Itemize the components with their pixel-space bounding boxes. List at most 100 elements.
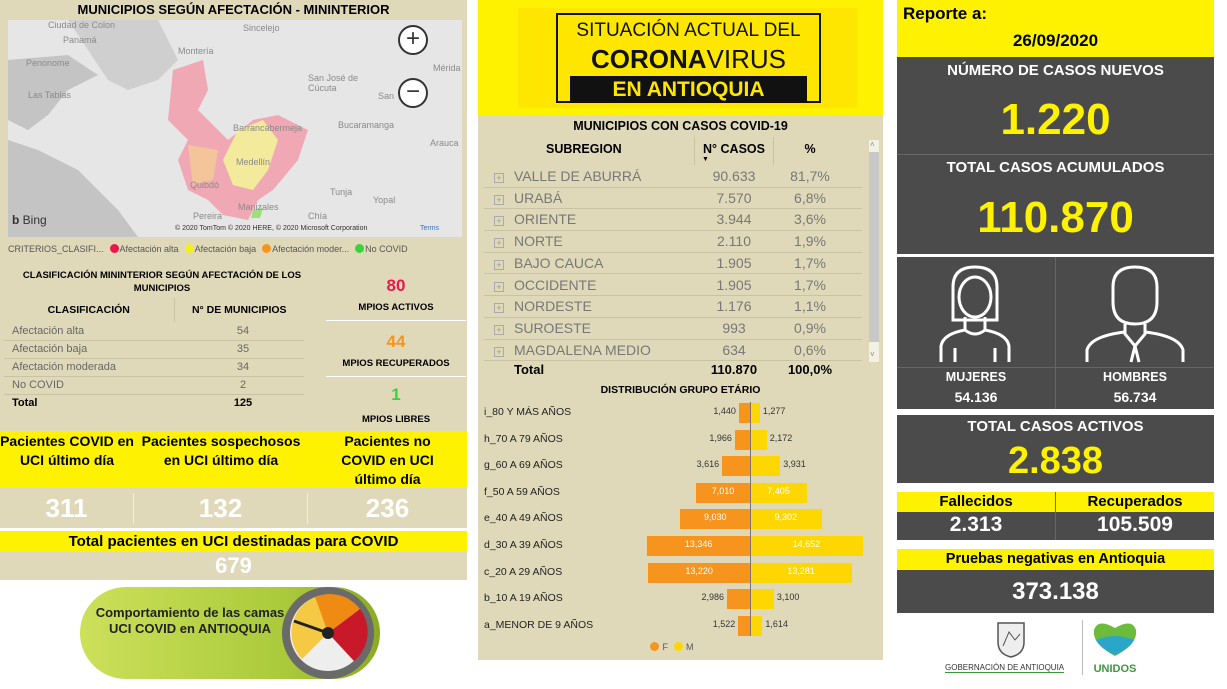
value-label-m: 7,405 — [767, 485, 790, 496]
pruebas-value: 373.138 — [897, 570, 1214, 613]
subregion-pct: 1,9% — [794, 233, 826, 250]
bar-m[interactable] — [750, 536, 863, 556]
bar-m[interactable] — [750, 429, 767, 450]
value-label-m: 3,931 — [783, 459, 806, 470]
legend-m: M — [686, 642, 694, 652]
mpios-libres-label: MPIOS LIBRES — [361, 414, 431, 425]
subregion-pct: 1,1% — [794, 298, 826, 315]
category-label: d_30 A 39 AÑOS — [484, 539, 563, 551]
map-label: Las Tablas — [28, 90, 71, 100]
zoom-out-button[interactable]: − — [398, 78, 428, 108]
table-row[interactable]: + URABÁ 7.570 6,8% — [484, 188, 862, 210]
expand-icon[interactable]: + — [494, 303, 504, 314]
acumulados-value: 110.870 — [977, 193, 1134, 242]
activos-label: TOTAL CASOS ACTIVOS — [967, 418, 1144, 435]
table-row[interactable]: + NORDESTE 1.176 1,1% — [484, 296, 862, 318]
table-row[interactable]: + ORIENTE 3.944 3,6% — [484, 209, 862, 232]
bar-f[interactable] — [722, 456, 750, 477]
report-date: 26/09/2020 — [1012, 31, 1099, 50]
table-row[interactable]: + VALLE DE ABURRÁ 90.633 81,7% — [484, 166, 862, 188]
expand-icon[interactable]: + — [494, 216, 504, 227]
table-row[interactable]: + OCCIDENTE 1.905 1,7% — [484, 275, 862, 297]
bar-m[interactable] — [750, 509, 822, 530]
map-label: Tunja — [330, 187, 353, 197]
map-label: Bucaramanga — [338, 120, 395, 130]
scroll-up-icon: ˄ — [870, 140, 875, 149]
subregion-pct: 81,7% — [790, 168, 830, 184]
map-label: Ciudad de Colon — [48, 20, 116, 30]
recuperados-label: Recuperados — [1087, 493, 1183, 510]
category-label: h_70 A 79 AÑOS — [484, 432, 563, 445]
table-row[interactable]: + MAGDALENA MEDIO 634 0,6% — [484, 340, 862, 362]
value-label-m: 1,277 — [762, 406, 786, 416]
col-header-subregion[interactable]: SUBREGION — [546, 142, 622, 156]
expand-icon[interactable]: + — [494, 324, 504, 335]
table-scrollbar[interactable]: ˄ ˅ — [869, 140, 879, 362]
legend-m-icon — [673, 642, 683, 651]
value-label-f: 1,522 — [712, 618, 736, 629]
table-row[interactable]: + BAJO CAUCA 1.905 1,7% — [484, 253, 862, 275]
legend-item[interactable]: Afectación alta — [109, 244, 179, 254]
legend-item[interactable]: Afectación moder... — [262, 244, 349, 254]
bar-m[interactable] — [750, 482, 808, 503]
bing-icon: b — [12, 213, 23, 227]
bar-f[interactable] — [648, 562, 750, 583]
bar-m[interactable] — [750, 589, 774, 610]
cases-box — [897, 57, 1214, 254]
zoom-in-button[interactable]: + — [398, 25, 428, 55]
category-label: g_60 A 69 AÑOS — [484, 459, 563, 472]
legend-item[interactable]: No COVID — [355, 244, 408, 254]
terms-link[interactable]: Terms — [420, 225, 440, 232]
subregion-name: URABÁ — [514, 189, 563, 206]
uci-total-value: 679 — [215, 553, 252, 578]
subregion-pct: 1,7% — [794, 254, 826, 271]
map-label: Pereira — [193, 211, 223, 221]
expand-icon[interactable]: + — [494, 173, 504, 183]
map-shapes — [8, 20, 308, 237]
activos-box — [897, 415, 1214, 483]
bar-f[interactable] — [680, 509, 750, 530]
mpios-recuperados-label: MPIOS RECUPERADOS — [342, 358, 450, 369]
col-header-pct[interactable]: % — [804, 142, 816, 156]
value-label-f: 7,010 — [711, 485, 735, 496]
map-copyright: © 2020 TomTom © 2020 HERE, © 2020 Micros… — [175, 225, 368, 232]
col-header-casos[interactable]: N° CASOS — [694, 137, 774, 165]
table-row[interactable]: + NORTE 2.110 1,9% — [484, 231, 862, 253]
subregion-cases: 2.110 — [717, 233, 751, 250]
map[interactable]: Ciudad de Colon Panamá Penonome Las Tabl… — [8, 20, 462, 237]
uci-no-covid-value: 236 — [365, 493, 410, 523]
expand-icon[interactable]: + — [494, 238, 504, 249]
subregions-header: SUBREGION N° CASOS ▼ % — [484, 137, 862, 165]
bar-m[interactable] — [750, 403, 760, 423]
bar-f[interactable] — [647, 536, 750, 556]
bar-f[interactable] — [738, 615, 750, 636]
expand-icon[interactable]: + — [494, 346, 504, 357]
value-label-m: 1,614 — [765, 618, 788, 629]
uci-camas-banner-button[interactable]: Comportamiento de las camas UCI COVID en… — [80, 587, 380, 679]
map-label: San José de Cúcuta — [308, 73, 359, 93]
bar-m[interactable] — [750, 615, 763, 636]
report-label: Reporte a: — [903, 4, 988, 23]
table-row: Afectación alta 54 — [4, 322, 304, 341]
bar-f[interactable] — [696, 482, 750, 503]
table-row: Afectación moderada 34 — [4, 358, 304, 377]
expand-icon[interactable]: + — [494, 194, 504, 205]
bar-f[interactable] — [738, 403, 750, 423]
subregion-name: VALLE DE ABURRÁ — [514, 168, 642, 184]
bar-m[interactable] — [750, 456, 781, 477]
bar-m[interactable] — [750, 562, 853, 583]
table-row: No COVID 2 — [4, 376, 304, 395]
uci-sospechosos-value: 132 — [134, 493, 308, 524]
expand-icon[interactable]: + — [494, 259, 504, 270]
table-row[interactable]: + SUROESTE 993 0,9% — [484, 318, 862, 340]
mujeres-value: 54.136 — [954, 389, 998, 405]
scroll-down-icon: ˅ — [870, 350, 875, 359]
legend-dot-icon — [355, 244, 365, 253]
legend-item[interactable]: Afectación baja — [184, 244, 256, 254]
bar-f[interactable] — [734, 429, 750, 450]
value-label-m: 3,100 — [776, 592, 800, 603]
heart-icon — [1093, 623, 1137, 656]
bar-f[interactable] — [727, 589, 750, 610]
map-label: Mérida — [433, 63, 461, 73]
expand-icon[interactable]: + — [494, 281, 504, 292]
